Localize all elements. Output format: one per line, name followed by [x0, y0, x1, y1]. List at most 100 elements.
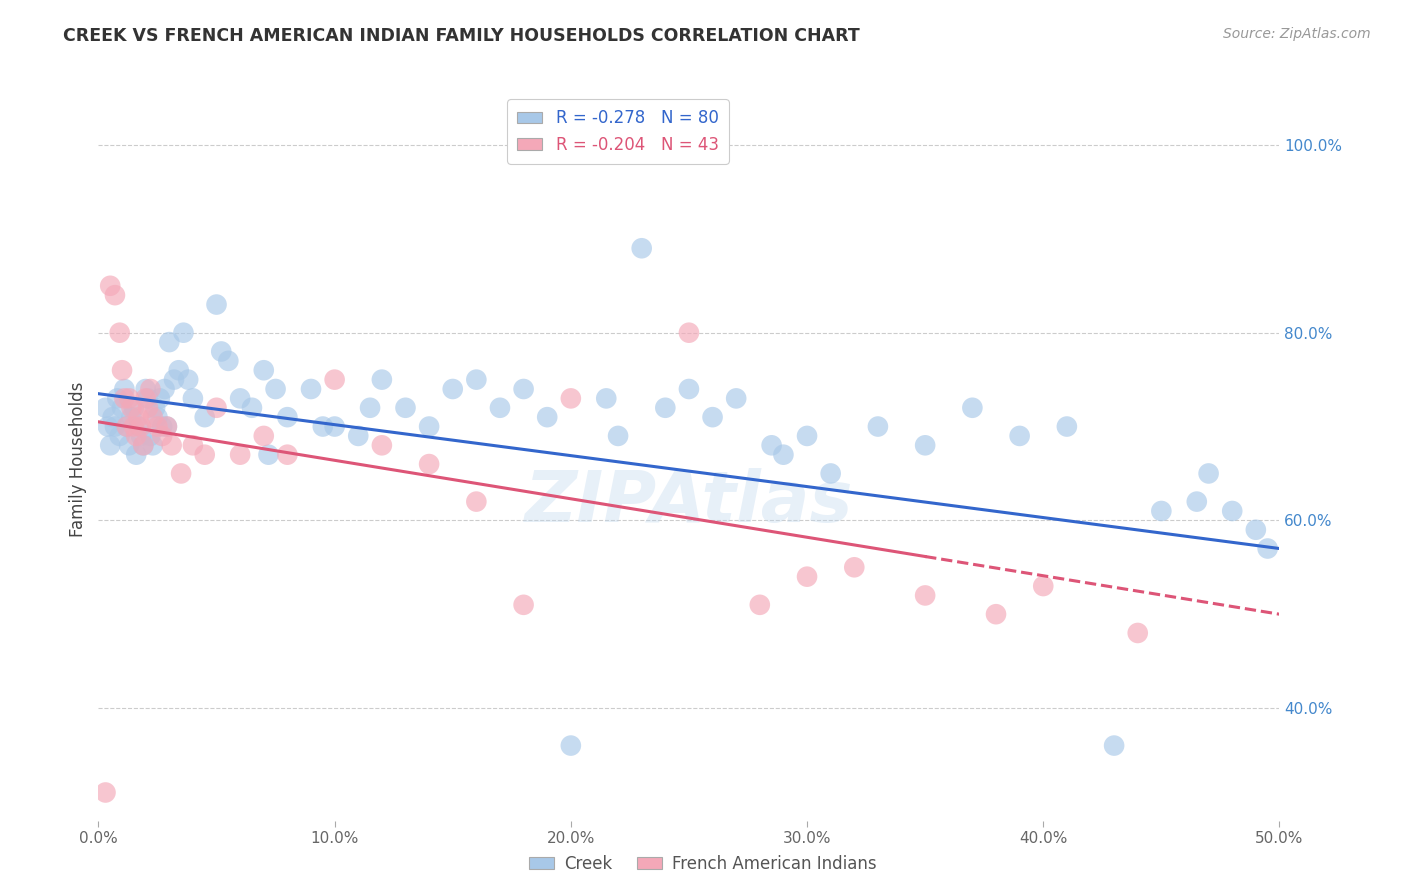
Point	[111, 363, 134, 377]
Point	[914, 589, 936, 603]
Point	[312, 419, 335, 434]
Point	[143, 401, 166, 415]
Point	[607, 429, 630, 443]
Point	[1257, 541, 1279, 556]
Point	[149, 392, 172, 406]
Point	[181, 392, 204, 406]
Point	[465, 373, 488, 387]
Legend: Creek, French American Indians: Creek, French American Indians	[523, 848, 883, 880]
Point	[489, 401, 512, 415]
Point	[205, 297, 228, 311]
Point	[441, 382, 464, 396]
Text: CREEK VS FRENCH AMERICAN INDIAN FAMILY HOUSEHOLDS CORRELATION CHART: CREEK VS FRENCH AMERICAN INDIAN FAMILY H…	[63, 27, 860, 45]
Point	[118, 438, 141, 452]
Point	[299, 382, 322, 396]
Point	[136, 392, 159, 406]
Point	[108, 429, 131, 443]
Point	[844, 560, 866, 574]
Point	[678, 382, 700, 396]
Point	[984, 607, 1007, 622]
Point	[104, 288, 127, 302]
Point	[253, 363, 276, 377]
Point	[172, 326, 194, 340]
Point	[98, 278, 121, 293]
Point	[229, 448, 252, 462]
Point	[630, 241, 652, 255]
Point	[97, 419, 120, 434]
Point	[772, 448, 794, 462]
Point	[181, 438, 204, 452]
Point	[725, 392, 748, 406]
Point	[264, 382, 287, 396]
Point	[167, 363, 190, 377]
Point	[98, 438, 121, 452]
Point	[560, 392, 582, 406]
Point	[163, 373, 186, 387]
Point	[153, 382, 176, 396]
Point	[139, 382, 162, 396]
Text: ZIPAtlas: ZIPAtlas	[524, 468, 853, 537]
Point	[150, 419, 173, 434]
Point	[139, 429, 162, 443]
Point	[108, 326, 131, 340]
Point	[418, 457, 440, 471]
Point	[101, 410, 124, 425]
Point	[394, 401, 416, 415]
Point	[748, 598, 770, 612]
Point	[595, 392, 617, 406]
Point	[257, 448, 280, 462]
Point	[94, 401, 117, 415]
Point	[323, 419, 346, 434]
Point	[512, 382, 534, 396]
Point	[121, 410, 143, 425]
Point	[129, 419, 152, 434]
Point	[142, 410, 165, 425]
Point	[1102, 739, 1125, 753]
Point	[128, 410, 150, 425]
Point	[761, 438, 783, 452]
Point	[112, 392, 135, 406]
Point	[104, 419, 127, 434]
Point	[678, 326, 700, 340]
Point	[560, 739, 582, 753]
Point	[135, 382, 157, 396]
Point	[150, 429, 173, 443]
Point	[371, 373, 394, 387]
Point	[1150, 504, 1173, 518]
Point	[371, 438, 394, 452]
Point	[146, 419, 169, 434]
Y-axis label: Family Households: Family Households	[69, 382, 87, 537]
Point	[156, 419, 179, 434]
Point	[142, 438, 165, 452]
Point	[465, 494, 488, 508]
Point	[115, 419, 138, 434]
Point	[820, 467, 842, 481]
Point	[132, 438, 155, 452]
Point	[418, 419, 440, 434]
Point	[146, 410, 169, 425]
Point	[209, 344, 232, 359]
Point	[125, 429, 148, 443]
Point	[132, 438, 155, 452]
Point	[217, 354, 239, 368]
Point	[136, 401, 159, 415]
Point	[654, 401, 676, 415]
Text: Source: ZipAtlas.com: Source: ZipAtlas.com	[1223, 27, 1371, 41]
Point	[205, 401, 228, 415]
Point	[122, 419, 145, 434]
Point	[1056, 419, 1078, 434]
Point	[866, 419, 889, 434]
Point	[115, 419, 138, 434]
Point	[94, 785, 117, 799]
Point	[118, 392, 141, 406]
Point	[1008, 429, 1031, 443]
Point	[105, 392, 128, 406]
Point	[112, 382, 135, 396]
Point	[1244, 523, 1267, 537]
Point	[323, 373, 346, 387]
Point	[1220, 504, 1243, 518]
Point	[1198, 467, 1220, 481]
Point	[347, 429, 370, 443]
Point	[1126, 626, 1149, 640]
Point	[276, 448, 298, 462]
